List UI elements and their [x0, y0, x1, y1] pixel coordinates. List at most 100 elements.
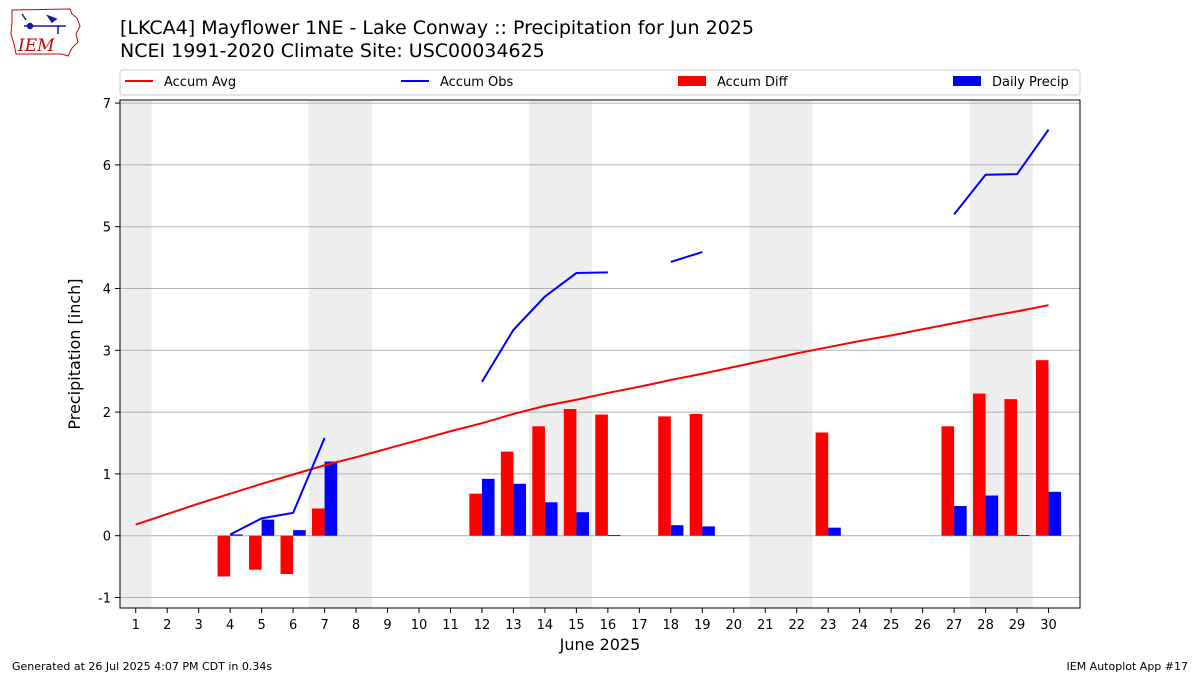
daily-precip-bar-day-15 [576, 512, 589, 536]
y-axis: -1 0 1 2 3 4 5 6 7 [98, 97, 120, 606]
x-tick-label: 30 [1040, 618, 1057, 633]
x-tick-label: 12 [474, 618, 491, 633]
x-tick-label: 21 [757, 618, 774, 633]
accum-obs-line [229, 437, 326, 536]
accum-diff-bar-day-14 [532, 426, 545, 536]
x-tick-label: 14 [537, 618, 554, 633]
x-tick-label: 28 [977, 618, 994, 633]
x-tick-label: 20 [725, 618, 742, 633]
accum-diff-bar-day-23 [815, 432, 829, 536]
accum-diff-bar-day-16 [595, 414, 608, 536]
accum-obs-line [481, 271, 608, 383]
x-tick-label: 5 [257, 618, 265, 633]
iem-logo: IEM [10, 8, 81, 57]
daily-precip-bar-day-19 [702, 526, 715, 536]
x-tick-label: 1 [132, 618, 140, 633]
x-tick-label: 13 [505, 618, 522, 633]
generated-timestamp: Generated at 26 Jul 2025 4:07 PM CDT in … [12, 660, 273, 673]
x-tick-label: 4 [226, 618, 234, 633]
x-tick-label: 29 [1009, 618, 1026, 633]
legend: Accum Avg Accum Obs Accum Diff Daily Precip [119, 69, 1081, 96]
plot-frame [119, 99, 1081, 609]
daily-precip-bar-day-12 [481, 478, 495, 536]
x-tick-label: 25 [883, 618, 900, 633]
accum-obs-line [953, 129, 1050, 215]
x-tick-label: 16 [600, 618, 617, 633]
x-tick-label: 23 [820, 618, 837, 633]
accum-diff-bar-day-13 [500, 451, 514, 536]
logo-text: IEM [17, 36, 55, 56]
x-tick-label: 15 [568, 618, 585, 633]
app-label: IEM Autoplot App #17 [1066, 660, 1189, 673]
x-tick-label: 17 [631, 618, 648, 633]
accum-diff-bar-day-19 [689, 413, 703, 536]
x-tick-label: 22 [788, 618, 805, 633]
iowa-state-outline-icon [10, 8, 81, 57]
legend-swatch-daily-precip [953, 76, 981, 86]
daily-precip-bar-day-16 [607, 535, 621, 536]
x-tick-label: 9 [383, 618, 391, 633]
weekend-band-day-8 [340, 100, 372, 608]
chart-subtitle: NCEI 1991-2020 Climate Site: USC00034625 [120, 40, 545, 62]
weather-station-icon [21, 13, 66, 34]
accum-diff-bar-day-6 [280, 535, 294, 575]
x-tick-label: 3 [195, 618, 203, 633]
y-tick-label: 5 [103, 221, 111, 236]
y-tick-label: -1 [98, 591, 111, 606]
accum-avg-line [135, 304, 1049, 526]
accum-diff-bar-day-28 [972, 393, 986, 536]
x-axis-label: June 2025 [559, 635, 641, 654]
y-tick-label: 3 [103, 344, 111, 359]
daily-precip-bar-day-7 [324, 461, 338, 536]
x-tick-label: 19 [694, 618, 711, 633]
x-tick-label: 24 [851, 618, 868, 633]
daily-precip-bar-day-18 [670, 525, 684, 536]
accum-diff-bar-day-29 [1004, 399, 1018, 536]
accum-diff-bar-day-18 [658, 416, 671, 536]
legend-label-accum-diff: Accum Diff [717, 75, 789, 90]
x-tick-label: 7 [320, 618, 328, 633]
legend-label-daily-precip: Daily Precip [992, 75, 1069, 90]
daily-precip-bar-day-14 [544, 502, 558, 536]
x-tick-label: 27 [946, 618, 963, 633]
x-tick-label: 8 [352, 618, 360, 633]
daily-precip-bar-day-27 [954, 506, 967, 536]
daily-precip-bar-day-13 [513, 483, 527, 536]
accum-diff-bar-day-12 [469, 493, 482, 536]
accum-obs-line [670, 251, 703, 263]
accum-diff-bar-day-27 [941, 426, 955, 536]
y-tick-label: 7 [103, 97, 111, 112]
x-tick-label: 18 [663, 618, 680, 633]
legend-box [119, 69, 1081, 96]
legend-swatch-accum-diff [678, 76, 706, 86]
daily-precip-bar-day-5 [261, 519, 275, 536]
legend-label-accum-obs: Accum Obs [440, 75, 513, 90]
daily-precip-bar-day-23 [828, 527, 841, 536]
x-tick-label: 2 [163, 618, 171, 633]
y-tick-label: 0 [103, 530, 111, 545]
y-tick-label: 6 [103, 159, 111, 174]
accum-diff-bar-day-4 [217, 535, 231, 577]
daily-precip-bar-day-30 [1048, 491, 1062, 536]
y-tick-label: 4 [103, 282, 111, 297]
daily-precip-bar-day-28 [985, 495, 999, 536]
accum-diff-bar-day-5 [249, 535, 262, 570]
x-tick-label: 11 [442, 618, 459, 633]
weekend-band-day-1 [120, 100, 152, 608]
accum-diff-bar-day-15 [563, 409, 577, 536]
x-tick-label: 26 [914, 618, 931, 633]
line-series [135, 129, 1050, 536]
daily-precip-bar-day-6 [293, 530, 306, 536]
daily-precip-bar-day-4 [230, 534, 243, 536]
x-axis: 1 2 3 4 5 6 7 8 9 10 11 12 13 14 15 16 17 18 19 20 21 22 23 24 2… [132, 608, 1057, 633]
y-axis-label: Precipitation [inch] [65, 278, 84, 429]
accum-diff-bar-day-30 [1035, 360, 1049, 536]
x-tick-label: 6 [289, 618, 297, 633]
daily-precip-bar-day-29 [1017, 535, 1030, 536]
chart-title: [LKCA4] Mayflower 1NE - Lake Conway :: P… [120, 17, 754, 39]
legend-label-accum-avg: Accum Avg [164, 75, 236, 90]
bar-series [217, 360, 1062, 577]
x-tick-label: 10 [411, 618, 428, 633]
y-tick-label: 1 [103, 468, 111, 483]
